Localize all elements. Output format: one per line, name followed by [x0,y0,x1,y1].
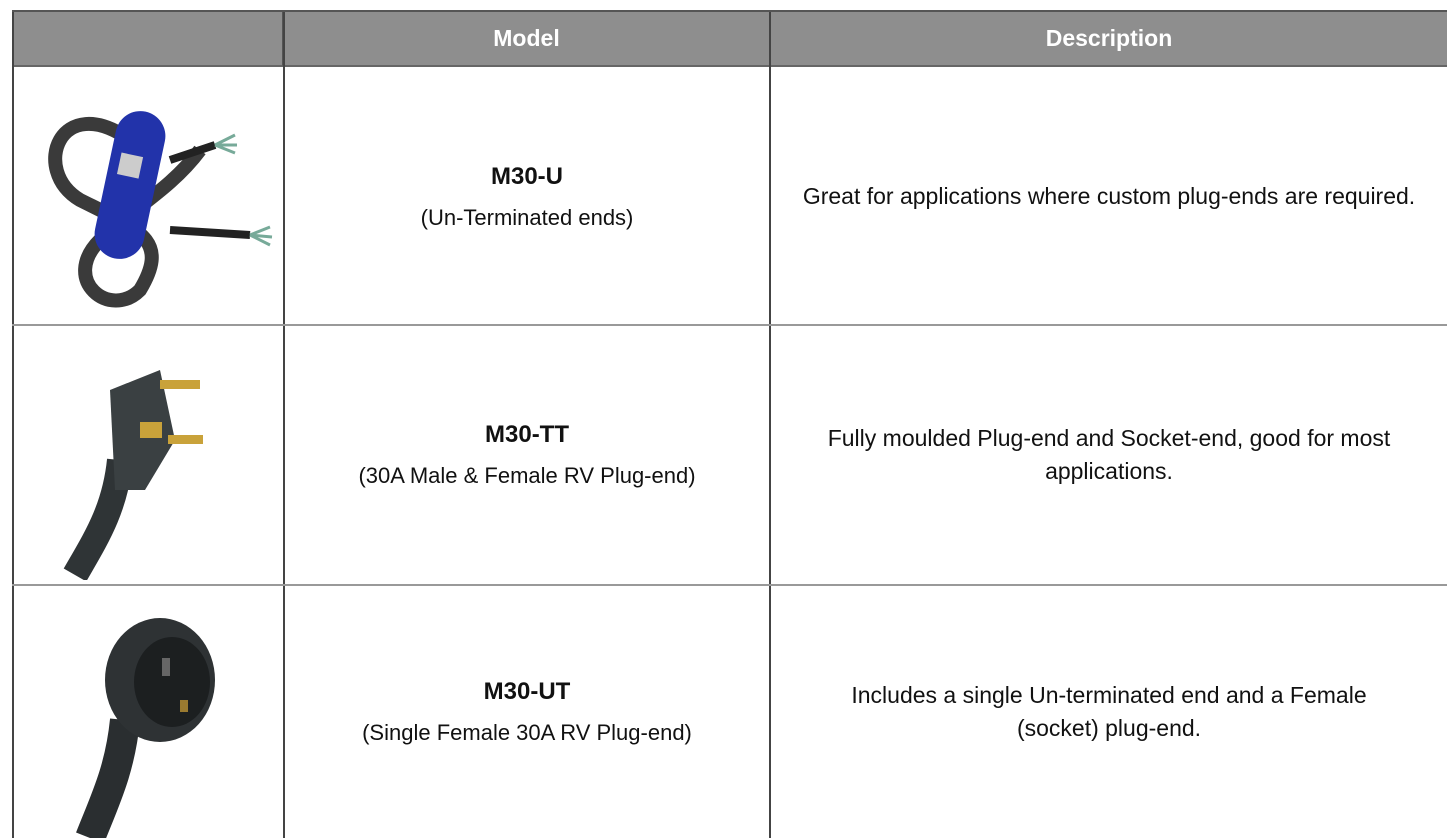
model-cell: M30-TT (30A Male & Female RV Plug-end) [285,326,769,584]
description: Fully moulded Plug-end and Socket-end, g… [827,425,1391,484]
product-image [48,111,273,308]
header-text: Description [1045,25,1173,51]
border [12,584,1447,586]
border [769,12,771,838]
model-name: M30-TT [485,421,569,448]
model-cell: M30-UT (Single Female 30A RV Plug-end) [285,586,769,838]
description: Includes a single Un-terminated end and … [851,682,1367,741]
border [12,324,1447,326]
model-name: M30-UT [483,678,571,705]
product-image [63,370,203,580]
border [283,12,285,838]
product-image [76,618,215,838]
description: Great for applications where custom plug… [802,183,1416,209]
model-cell: M30-U (Un-Terminated ends) [285,69,769,324]
model-note: (30A Male & Female RV Plug-end) [358,463,696,488]
header-cell [12,12,284,67]
header-cell: Description [771,12,1447,67]
header-cell: Model [284,12,771,67]
description-cell: Great for applications where custom plug… [771,69,1447,324]
model-name: M30-U [490,162,563,190]
border [12,10,1447,12]
model-note: (Single Female 30A RV Plug-end) [362,720,692,745]
description-cell: Includes a single Un-terminated end and … [771,586,1447,838]
description-cell: Fully moulded Plug-end and Socket-end, g… [771,326,1447,584]
header-text: Model [493,25,560,51]
model-note: (Un-Terminated ends) [420,204,634,230]
border [12,12,14,838]
